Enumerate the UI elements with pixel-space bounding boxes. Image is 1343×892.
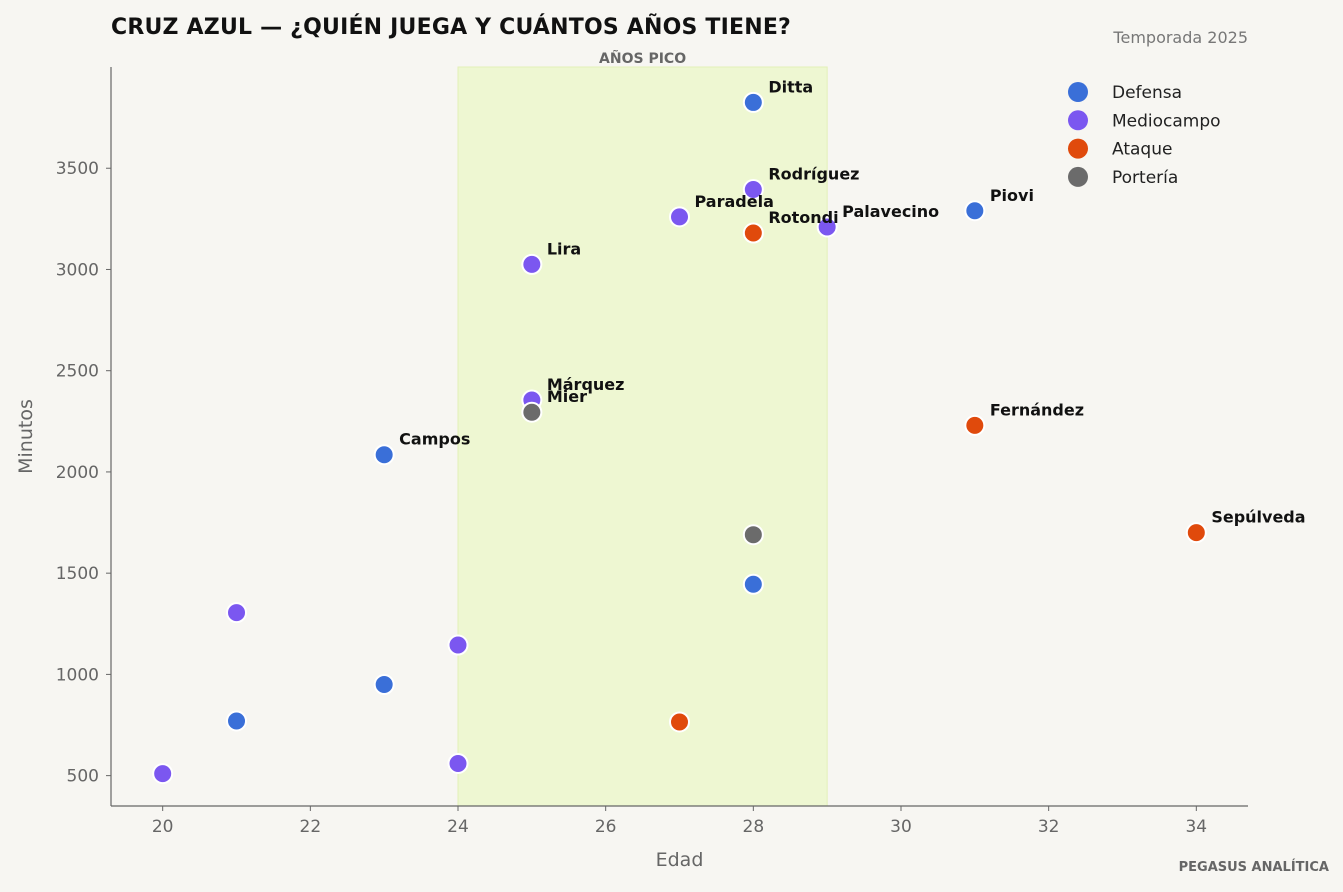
data-point: [447, 752, 469, 774]
data-label: Fernández: [990, 400, 1084, 419]
data-point: [669, 711, 690, 733]
data-point: [1185, 522, 1207, 544]
data-point: [373, 444, 395, 466]
data-label: Lira: [547, 239, 581, 258]
data-point: [447, 634, 469, 656]
legend-marker: [1068, 110, 1088, 131]
x-tick-label: 20: [152, 817, 174, 837]
data-label: Ditta: [768, 77, 813, 96]
legend: Defensa Mediocampo Ataque Portería: [1068, 82, 1221, 188]
y-tick-label: 1500: [56, 564, 99, 584]
x-tick-label: 22: [300, 817, 322, 837]
legend-label: Mediocampo: [1112, 111, 1221, 131]
data-label: Sepúlveda: [1211, 508, 1305, 527]
data-point: [226, 710, 248, 732]
data-point: [152, 763, 174, 785]
y-axis-title: Minutos: [15, 399, 37, 474]
y-tick-label: 2500: [56, 362, 99, 382]
data-point: [226, 602, 248, 624]
data-point: [521, 253, 543, 275]
credit-label: PEGASUS ANALÍTICA: [1178, 860, 1329, 875]
data-point: [669, 206, 690, 228]
chart-title: CRUZ AZUL — ¿QUIÉN JUEGA Y CUÁNTOS AÑOS …: [111, 15, 792, 40]
peak-years-band: [457, 66, 828, 807]
x-tick-label: 32: [1038, 817, 1060, 837]
chart-subtitle: Temporada 2025: [1113, 28, 1248, 47]
x-tick-label: 24: [447, 817, 469, 837]
data-point: [742, 573, 764, 595]
legend-label: Portería: [1112, 168, 1178, 188]
y-tick-label: 2000: [56, 463, 99, 483]
legend-label: Ataque: [1112, 140, 1172, 160]
data-label: Márquez: [547, 375, 625, 394]
data-label: Paradela: [695, 192, 774, 211]
data-points: [152, 91, 1207, 785]
data-point: [742, 524, 764, 546]
data-label: Palavecino: [842, 202, 939, 221]
legend-marker: [1068, 138, 1088, 159]
data-point: [521, 401, 543, 423]
data-label: Campos: [399, 430, 470, 449]
y-tick-label: 500: [67, 767, 99, 787]
data-label: Rotondi: [768, 208, 838, 227]
data-label: Rodríguez: [768, 164, 859, 183]
y-tick-label: 1000: [56, 665, 99, 685]
x-tick-label: 30: [890, 817, 912, 837]
legend-label: Defensa: [1112, 83, 1182, 103]
x-axis-title: Edad: [656, 849, 704, 871]
data-labels: Ditta Piovi Campos Rodríguez Paradela Palavec…: [399, 77, 1305, 526]
peak-years-label: AÑOS PICO: [599, 50, 686, 67]
y-tick-label: 3500: [56, 159, 99, 179]
data-point: [816, 216, 838, 238]
x-tick-label: 34: [1185, 817, 1207, 837]
data-label: Piovi: [990, 186, 1034, 205]
data-point: [373, 674, 395, 696]
data-label: Mier: [547, 387, 587, 406]
data-point: [964, 200, 986, 222]
x-tick-label: 26: [595, 817, 617, 837]
data-point: [742, 222, 764, 244]
x-tick-label: 28: [743, 817, 765, 837]
data-point: [742, 91, 764, 113]
legend-marker: [1068, 82, 1088, 102]
y-tick-label: 3000: [56, 260, 99, 280]
data-point: [742, 178, 764, 200]
legend-marker: [1068, 166, 1088, 187]
data-point: [964, 414, 986, 436]
